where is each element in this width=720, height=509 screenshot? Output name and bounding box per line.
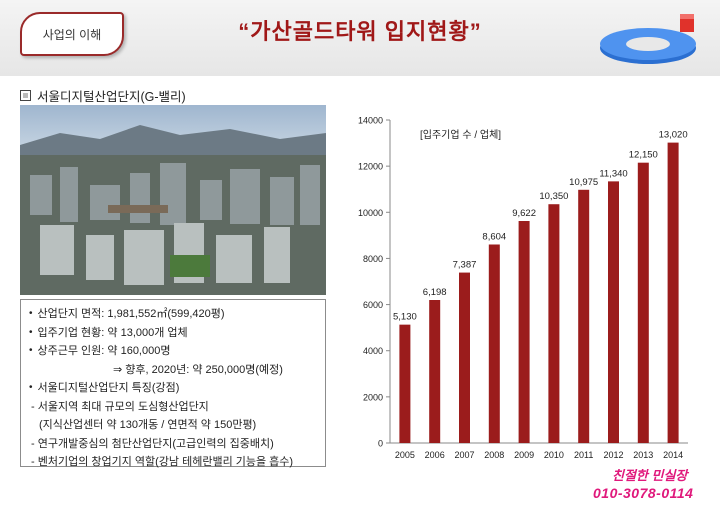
y-tick-label: 2000	[363, 392, 383, 402]
aerial-city-illustration	[20, 125, 326, 295]
info-item: ⇒ 향후, 2020년: 약 250,000명(예정)	[113, 363, 283, 376]
x-tick-label: 2011	[574, 450, 593, 460]
data-label: 10,350	[539, 191, 568, 202]
y-tick-label: 0	[378, 439, 383, 449]
section-tab[interactable]: 사업의 이해	[20, 12, 124, 56]
x-tick-label: 2005	[395, 450, 415, 460]
info-item: - 벤처기업의 창업기지 역할(강남 테헤란밸리 기능을 흡수)	[31, 456, 294, 468]
y-tick-label: 4000	[363, 346, 383, 356]
section-heading: 서울디지털산업단지(G-밸리)	[20, 86, 186, 105]
data-label: 5,130	[393, 312, 417, 323]
data-label: 10,975	[569, 177, 598, 188]
data-label: 7,387	[453, 260, 477, 271]
section-heading-text: 서울디지털산업단지(G-밸리)	[37, 90, 186, 104]
info-item: (지식산업센터 약 130개동 / 연면적 약 150만평)	[39, 419, 257, 431]
x-tick-label: 2006	[425, 450, 445, 460]
chart-title: [입주기업 수 / 업체]	[420, 128, 501, 141]
data-label: 11,340	[599, 168, 627, 179]
bar	[667, 142, 679, 444]
info-box: • 산업단지 면적: 1,981,552㎡(599,420평) • 입주기업 현황:…	[20, 299, 326, 468]
square-bullet-icon	[20, 90, 31, 101]
aerial-city-photo	[20, 105, 326, 295]
x-tick-label: 2008	[484, 450, 504, 460]
info-item: • 입주기업 현황: 약 13,000개 업체	[29, 326, 188, 339]
page-title: “가산골드타워 입지현황”	[238, 19, 482, 44]
y-tick-label: 10000	[358, 208, 383, 218]
bar	[459, 272, 470, 443]
ring-logo-icon	[600, 14, 696, 64]
data-label: 9,622	[512, 208, 536, 219]
info-item: • 산업단지 면적: 1,981,552㎡(599,420평)	[29, 308, 225, 320]
x-tick-label: 2013	[633, 450, 653, 460]
data-label: 6,198	[423, 287, 447, 298]
data-label: 12,150	[629, 150, 658, 161]
x-tick-label: 2014	[663, 450, 683, 460]
promo-name: 친절한 민실장	[612, 468, 688, 483]
bar	[399, 324, 411, 443]
x-tick-label: 2009	[514, 450, 534, 460]
bar	[429, 300, 441, 443]
y-tick-label: 12000	[358, 162, 383, 172]
data-label: 13,020	[659, 130, 688, 141]
x-tick-label: 2007	[454, 450, 474, 460]
bar	[578, 189, 590, 443]
info-item: • 서울디지털산업단지 특징(강점)	[29, 382, 180, 394]
bar	[488, 244, 500, 443]
y-tick-label: 14000	[358, 116, 383, 126]
bar	[518, 221, 530, 443]
y-tick-label: 8000	[363, 254, 383, 264]
x-tick-label: 2012	[603, 450, 623, 460]
bar	[548, 204, 560, 443]
bar	[637, 162, 649, 444]
info-item: - 서울지역 최대 규모의 도심형산업단지	[31, 400, 209, 413]
x-tick-label: 2010	[544, 450, 564, 460]
y-tick-label: 6000	[363, 300, 383, 310]
promo-phone: 010-3078-0114	[593, 485, 694, 501]
header-bar: 사업의 이해 “가산골드타워 입지현황”	[0, 0, 720, 76]
bar-chart: 0 2000 4000 6000 8000 10000 12000 14000 [입주기업 수 …	[358, 116, 688, 460]
info-item: - 연구개발중심의 첨단산업단지(고급인력의 집중배치)	[31, 437, 274, 450]
info-item: • 상주근무 인원: 약 160,000명	[29, 345, 171, 357]
data-label: 8,604	[482, 231, 506, 242]
section-tab-label: 사업의 이해	[42, 27, 102, 42]
bar	[608, 181, 619, 443]
